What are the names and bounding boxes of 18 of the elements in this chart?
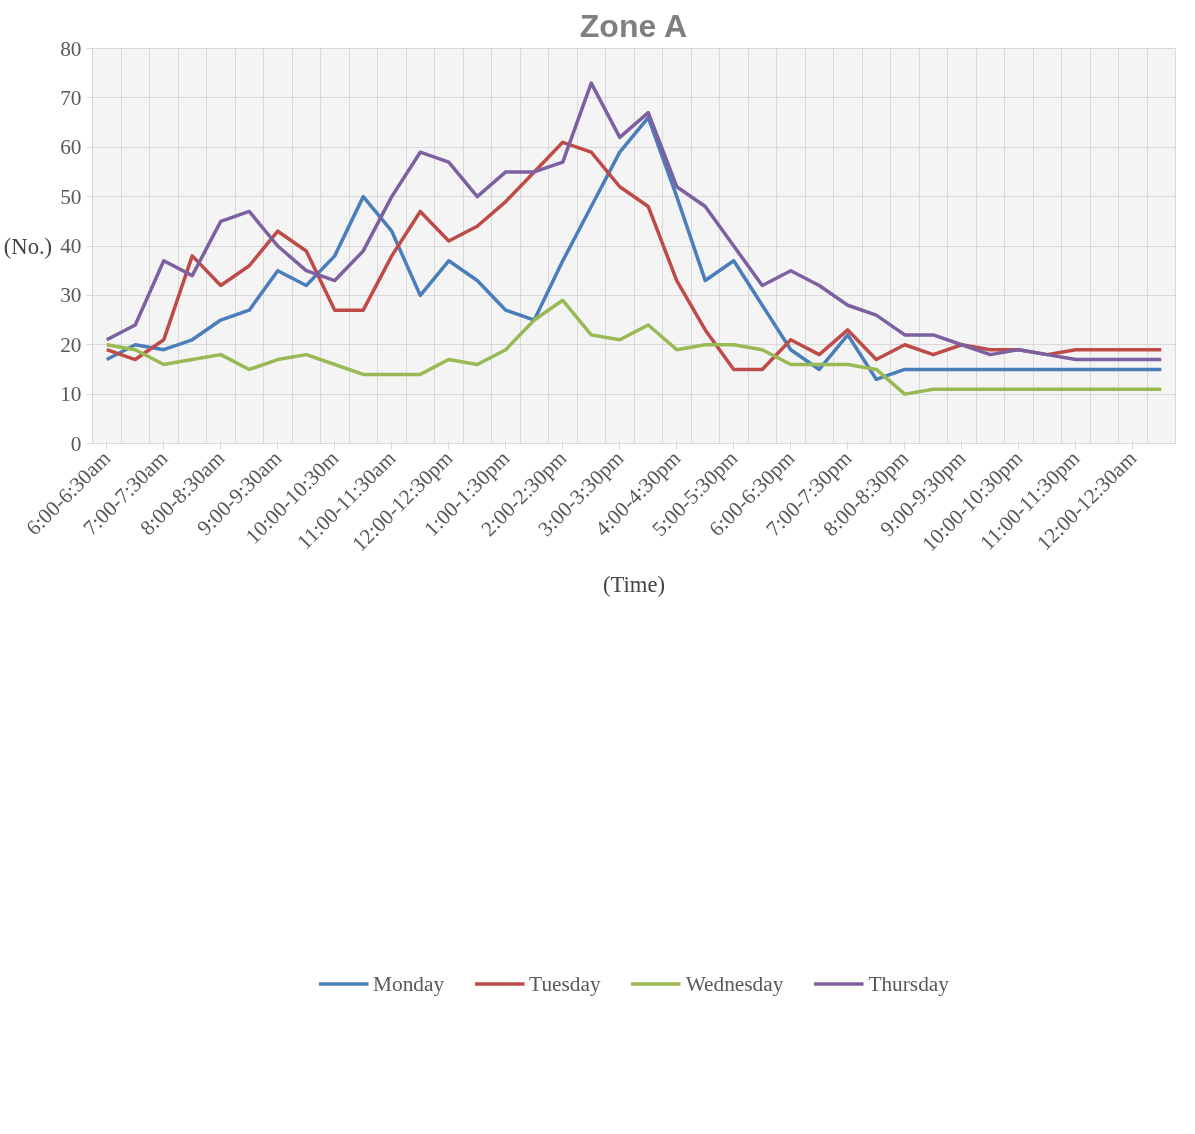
x-axis-title: (Time)	[602, 572, 666, 598]
chart-title: Zone A	[579, 7, 688, 44]
legend-label: Thursday	[868, 971, 949, 997]
y-tick-label: 60	[60, 135, 82, 160]
legend-label: Tuesday	[529, 971, 601, 997]
y-tick-label: 80	[60, 36, 82, 61]
y-axis-title: (No.)	[3, 233, 53, 259]
y-tick-label: 30	[60, 283, 82, 308]
y-tick-label: 10	[60, 382, 82, 407]
y-tick-label: 70	[60, 85, 82, 110]
y-tick-label: 20	[60, 332, 82, 357]
line-series	[105, 81, 1163, 362]
y-tick-label: 0	[70, 431, 82, 456]
y-tick-label: 40	[60, 234, 82, 258]
legend-label: Wednesday	[685, 971, 784, 997]
y-tick-label: 50	[60, 184, 82, 209]
legend-label: Monday	[373, 971, 445, 997]
line-series	[105, 298, 1163, 396]
